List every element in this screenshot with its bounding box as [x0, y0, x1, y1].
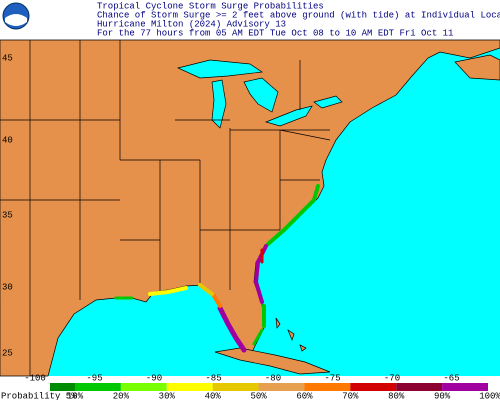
header-line: Hurricane Milton (2024) Advisory 13 [97, 19, 286, 29]
lon-label: -85 [205, 373, 221, 383]
great-lakes [176, 59, 343, 129]
lon-label: -75 [324, 373, 340, 383]
legend-swatch [212, 383, 259, 391]
legend-swatch [396, 383, 443, 391]
state-borders [0, 40, 331, 376]
header: Tropical Cyclone Storm Surge Probabiliti… [2, 1, 500, 38]
legend-swatch [304, 383, 351, 391]
noaa-logo-wave [5, 14, 27, 26]
lat-labels: 45 40 35 30 25 [2, 53, 13, 358]
legend-label: 90% [434, 391, 451, 400]
legend-swatch [120, 383, 167, 391]
legend-label: 10% [67, 391, 84, 400]
legend-swatch [258, 383, 305, 391]
legend-label: 100% [479, 391, 500, 400]
legend-label: 20% [113, 391, 130, 400]
lon-label: -80 [265, 373, 281, 383]
legend-label: 60% [296, 391, 313, 400]
map: 45 40 35 30 25 -100 -95 -90 -85 -80 -75 -70 -65 [0, 39, 500, 383]
legend-label: 30% [159, 391, 176, 400]
legend-label: 40% [205, 391, 222, 400]
legend-swatch [75, 383, 121, 391]
legend-label: 70% [342, 391, 359, 400]
lon-labels: -100 -95 -90 -85 -80 -75 -70 -65 [24, 373, 459, 383]
cuba [214, 347, 331, 375]
legend-label: 80% [388, 391, 405, 400]
lon-label: -70 [384, 373, 400, 383]
lat-label: 25 [2, 348, 13, 358]
legend-swatch [166, 383, 213, 391]
lat-label: 30 [2, 282, 13, 292]
legend-swatch [50, 383, 75, 391]
header-line: Tropical Cyclone Storm Surge Probabiliti… [97, 1, 324, 11]
legend-label: 50% [250, 391, 267, 400]
canada-maritimes [454, 54, 500, 81]
legend: Probability 5%10% 20% 30% 40% 50% 60% 70% 80% 90… [1, 383, 500, 400]
lon-label: -95 [86, 373, 102, 383]
legend-title: Probability 5% [1, 391, 77, 400]
legend-swatch [350, 383, 397, 391]
surge-bands [114, 184, 320, 353]
lon-label: -90 [146, 373, 162, 383]
lat-label: 45 [2, 53, 13, 63]
legend-swatch [442, 383, 488, 391]
lat-label: 35 [2, 210, 13, 220]
lon-label: -65 [443, 373, 459, 383]
header-line: Chance of Storm Surge >= 2 feet above gr… [97, 10, 500, 20]
header-line: For the 77 hours from 05 AM EDT Tue Oct … [97, 28, 453, 38]
bahamas [275, 317, 307, 352]
lon-label: -100 [24, 373, 46, 383]
lat-label: 40 [2, 135, 13, 145]
